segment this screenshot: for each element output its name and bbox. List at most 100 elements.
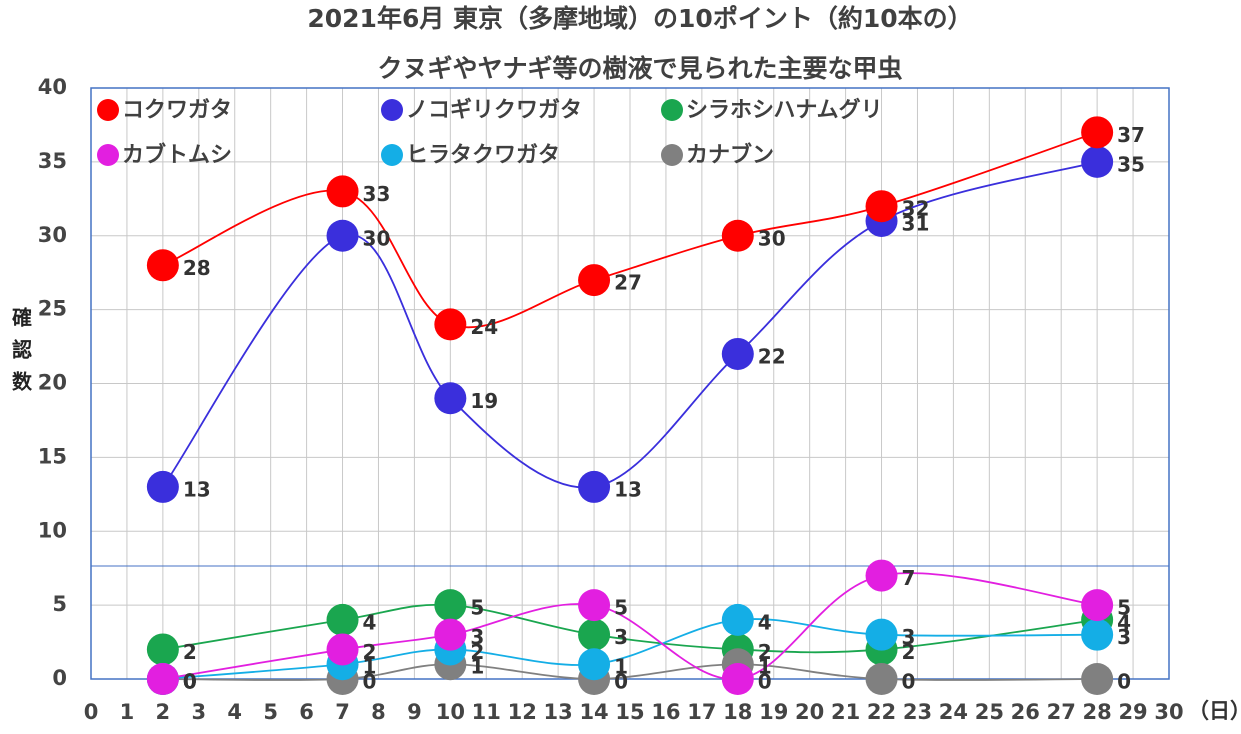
data-point (578, 470, 611, 503)
x-tick-label: 13 (544, 700, 573, 724)
data-point (578, 589, 611, 622)
legend-marker (381, 144, 403, 166)
chart-subtitle: クヌギやヤナギ等の樹液で見られた主要な甲虫 (377, 54, 902, 83)
data-label: 13 (614, 477, 642, 501)
y-tick-label: 0 (52, 666, 67, 690)
x-tick-label: 30 (1154, 700, 1183, 724)
data-label: 2 (183, 640, 197, 664)
x-tick-label: 7 (335, 700, 350, 724)
data-label: 24 (470, 315, 498, 339)
data-label: 0 (614, 670, 628, 694)
data-point (146, 470, 179, 503)
x-tick-label: 11 (472, 700, 501, 724)
data-point (578, 264, 611, 297)
data-point (326, 219, 359, 252)
data-point (326, 603, 359, 636)
data-label: 0 (183, 670, 197, 694)
data-label: 28 (183, 256, 211, 280)
data-label: 0 (183, 670, 197, 694)
x-tick-label: 22 (867, 700, 896, 724)
x-tick-label: 21 (831, 700, 860, 724)
x-tick-label: 9 (407, 700, 422, 724)
y-tick-label: 25 (38, 297, 67, 321)
data-point (434, 308, 467, 341)
y-tick-label: 15 (38, 444, 67, 468)
x-tick-label: 3 (191, 700, 206, 724)
data-point (721, 603, 754, 636)
x-tick-label: 20 (795, 700, 824, 724)
data-label: 32 (902, 197, 930, 221)
data-point (865, 190, 898, 223)
x-tick-label: 8 (371, 700, 386, 724)
data-point (434, 618, 467, 651)
data-point (1081, 589, 1114, 622)
data-label: 35 (1117, 152, 1145, 176)
x-tick-label: 0 (84, 700, 99, 724)
data-point (434, 382, 467, 415)
data-point (326, 175, 359, 208)
x-tick-label: 23 (903, 700, 932, 724)
data-label: 3 (614, 625, 628, 649)
plot-frame (90, 87, 1170, 680)
x-tick-label: 12 (508, 700, 537, 724)
data-label: 30 (363, 226, 391, 250)
chart-title: 2021年6月 東京（多摩地域）の10ポイント（約10本の） (307, 4, 972, 33)
x-tick-label: 2 (156, 700, 171, 724)
data-label: 2 (902, 640, 916, 664)
data-point (865, 559, 898, 592)
data-point (326, 633, 359, 666)
legend-label: コクワガタ (122, 98, 232, 123)
y-tick-label: 30 (38, 223, 67, 247)
data-point (434, 589, 467, 622)
x-tick-label: 18 (723, 700, 752, 724)
data-point (1081, 663, 1114, 695)
data-label: 1 (470, 655, 484, 679)
data-label: 2 (470, 640, 484, 664)
x-tick-label: 4 (227, 700, 242, 724)
legend-marker (661, 99, 683, 121)
data-point (146, 249, 179, 282)
data-point (721, 663, 754, 695)
data-point (865, 618, 898, 651)
data-label: 0 (758, 670, 772, 694)
data-label: 0 (363, 670, 377, 694)
data-label: 22 (758, 344, 786, 368)
x-tick-label: 1 (120, 700, 135, 724)
legend-marker (97, 99, 119, 121)
data-label: 0 (1117, 670, 1131, 694)
x-tick-label: 6 (299, 700, 314, 724)
data-point (578, 618, 611, 651)
data-label: 2 (758, 640, 772, 664)
data-label: 27 (614, 271, 642, 295)
data-label: 5 (614, 596, 628, 620)
data-point (1081, 116, 1114, 149)
legend-label: ノコギリクワガタ (406, 98, 582, 123)
data-label: 19 (470, 389, 498, 413)
x-tick-label: 10 (436, 700, 465, 724)
data-label: 7 (902, 566, 916, 590)
legend-label: カブトムシ (122, 142, 232, 168)
data-label: 31 (902, 211, 930, 235)
x-tick-label: 16 (651, 700, 680, 724)
data-label: 3 (470, 625, 484, 649)
data-label: 1 (363, 655, 377, 679)
y-tick-label: 5 (52, 592, 67, 616)
data-label: 3 (902, 625, 916, 649)
y-tick-label: 20 (38, 371, 67, 395)
data-label: 2 (363, 640, 377, 664)
data-point (865, 663, 898, 695)
data-label: 5 (470, 596, 484, 620)
x-tick-label: 24 (939, 700, 968, 724)
x-tick-label: 17 (687, 700, 716, 724)
legend-label: カナブン (686, 142, 774, 168)
data-label: 4 (758, 610, 772, 634)
y-axis-label: 確認数 (9, 306, 33, 403)
data-point (146, 633, 179, 666)
data-label: 13 (183, 477, 211, 501)
data-label: 33 (363, 182, 391, 206)
y-tick-label: 10 (38, 518, 67, 542)
x-tick-label: 25 (975, 700, 1004, 724)
data-point (721, 337, 754, 370)
data-label: 5 (1117, 596, 1131, 620)
